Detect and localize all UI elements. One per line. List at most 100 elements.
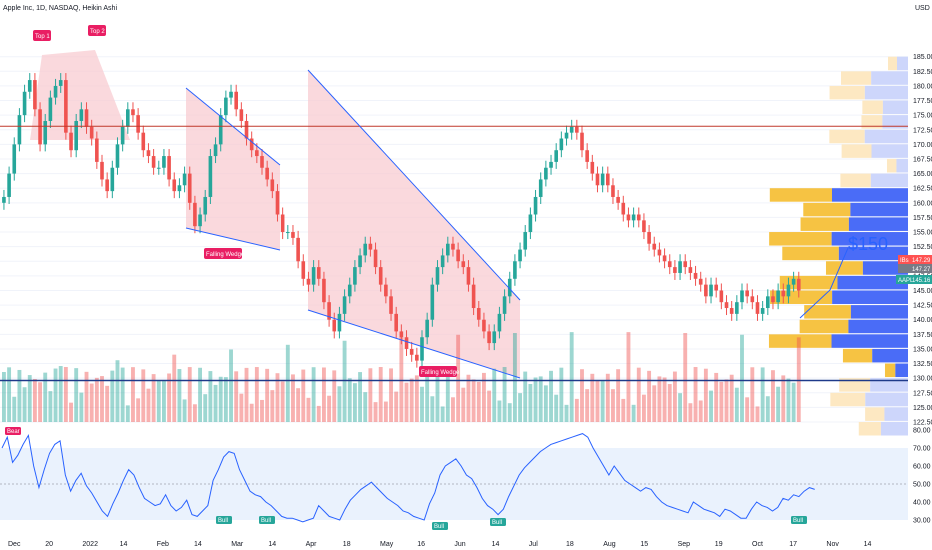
- volume-bar: [337, 386, 342, 422]
- vp-down-bar: [864, 129, 908, 144]
- candle-body: [151, 156, 156, 168]
- candle-body: [482, 319, 486, 332]
- volume-bar: [533, 377, 538, 422]
- volume-bar: [466, 374, 471, 422]
- candle-body: [564, 132, 569, 139]
- candle-body: [440, 255, 445, 268]
- candle-body: [249, 138, 254, 151]
- volume-bar: [492, 368, 497, 422]
- volume-bar: [131, 367, 135, 422]
- x-tick-label: 14: [864, 541, 872, 548]
- volume-bar: [724, 379, 729, 422]
- candle-body: [580, 132, 584, 151]
- rsi-divergence-tag: [490, 518, 506, 526]
- volume-bar: [162, 381, 166, 422]
- wedge2-fill: [308, 70, 520, 378]
- x-tick-label: Nov: [826, 541, 839, 548]
- candle-body: [255, 150, 259, 157]
- candle-body: [100, 161, 104, 180]
- candle-body: [296, 237, 300, 262]
- x-tick-label: 17: [789, 541, 797, 548]
- candle-body: [27, 80, 32, 92]
- volume-bar: [796, 337, 801, 422]
- candle-body: [229, 91, 233, 98]
- y-tick-label: 130.00: [913, 376, 932, 383]
- vp-up-bar: [830, 392, 866, 407]
- volume-bar: [7, 367, 12, 422]
- vp-down-bar: [831, 232, 908, 246]
- volume-bar: [285, 344, 290, 422]
- rsi-tick-label: 50.00: [913, 482, 931, 489]
- volume-bar: [745, 397, 750, 422]
- x-tick-label: Sep: [678, 541, 691, 548]
- volume-bar: [636, 367, 641, 422]
- candle-body: [156, 167, 161, 169]
- candle-body: [316, 267, 321, 279]
- volume-bar: [394, 391, 399, 422]
- vp-up-bar: [782, 246, 839, 261]
- vp-down-bar: [865, 392, 908, 407]
- vp-up-bar: [840, 173, 871, 188]
- vp-up-bar: [768, 334, 832, 348]
- candle-body: [642, 220, 646, 233]
- volume-bar: [456, 334, 461, 422]
- volume-bar: [476, 381, 481, 422]
- wedge1-label: Falling Wedge: [204, 248, 245, 259]
- candle-body: [626, 214, 631, 221]
- volume-bar: [141, 369, 146, 422]
- rsi-divergence-tag: [216, 516, 232, 524]
- candle-body: [538, 179, 543, 197]
- y-tick-label: 175.00: [913, 113, 932, 120]
- candle-body: [435, 267, 440, 285]
- candle-body: [373, 249, 378, 268]
- volume-bar: [110, 370, 115, 422]
- candle-body: [74, 120, 78, 151]
- y-tick-label: 180.00: [913, 83, 932, 90]
- candle-body: [337, 313, 342, 332]
- volume-bar: [600, 380, 605, 422]
- volume-bar: [100, 376, 104, 422]
- vp-down-bar: [831, 334, 908, 348]
- y-tick-label: 122.50: [913, 420, 932, 427]
- volume-bar: [703, 368, 708, 422]
- candle-body: [678, 261, 682, 273]
- y-tick-label: 157.50: [913, 215, 932, 222]
- y-tick-label: 167.50: [913, 156, 932, 163]
- candle-body: [740, 290, 744, 303]
- candle-body: [409, 348, 414, 355]
- volume-bar: [595, 380, 600, 422]
- vp-up-bar: [829, 85, 865, 100]
- volume-bar: [79, 392, 84, 422]
- volume-bar: [347, 378, 352, 422]
- candle-body: [631, 214, 636, 221]
- candle-body: [554, 150, 558, 162]
- volume-bar: [471, 379, 476, 422]
- candle-body: [110, 167, 115, 192]
- vp-up-bar: [861, 115, 883, 129]
- candle-body: [399, 331, 404, 338]
- volume-bar: [580, 369, 584, 422]
- volume-bar: [765, 396, 770, 422]
- vp-down-bar: [837, 275, 908, 290]
- y-tick-label: 177.50: [913, 98, 932, 105]
- candle-body: [208, 156, 213, 197]
- candle-body: [203, 196, 208, 215]
- volume-bar: [32, 379, 37, 422]
- rsi-divergence-tag: [432, 522, 448, 530]
- candle-body: [446, 243, 450, 256]
- vp-down-bar: [870, 378, 908, 392]
- volume-bar: [719, 381, 724, 422]
- candle-body: [461, 261, 466, 268]
- volume-bar: [740, 334, 744, 422]
- candle-body: [652, 243, 657, 250]
- volume-bar: [53, 368, 58, 422]
- svg-text:147.29: 147.29: [912, 258, 931, 264]
- candle-body: [735, 302, 739, 314]
- candle-body: [239, 109, 244, 121]
- vp-down-bar: [884, 407, 908, 421]
- vp-up-bar: [804, 305, 851, 319]
- candle-body: [456, 249, 460, 262]
- candle-body: [7, 173, 11, 197]
- candle-body: [729, 308, 734, 314]
- candle-body: [600, 173, 605, 186]
